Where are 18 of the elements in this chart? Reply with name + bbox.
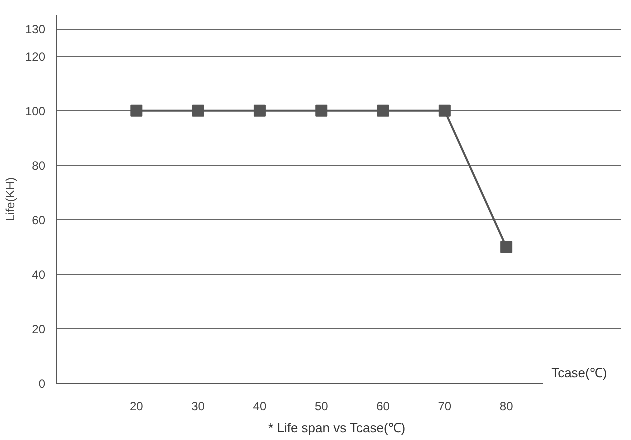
y-tick-label: 40 <box>32 268 46 282</box>
y-axis-title: Life(KH) <box>3 177 18 222</box>
y-tick-label: 120 <box>25 50 46 64</box>
y-tick-label: 100 <box>25 104 46 118</box>
y-tick-label: 0 <box>38 377 46 391</box>
x-tick-label: 20 <box>130 400 144 414</box>
x-tick-label: 80 <box>500 400 514 414</box>
y-tick-label: 20 <box>32 322 46 336</box>
text: * Life span vs Tcase(℃) <box>268 420 406 436</box>
x-axis-title: Tcase(℃) <box>552 366 608 380</box>
x-tick-label: 70 <box>438 400 452 414</box>
y-tick-label: 130 <box>25 22 46 37</box>
x-tick-label: 40 <box>253 400 267 414</box>
y-tick-label: 80 <box>32 158 46 173</box>
x-tick-label: 50 <box>314 400 329 414</box>
y-tick-label: 60 <box>32 213 46 228</box>
x-tick-label: 30 <box>192 400 206 414</box>
x-tick-label: 60 <box>376 400 390 414</box>
